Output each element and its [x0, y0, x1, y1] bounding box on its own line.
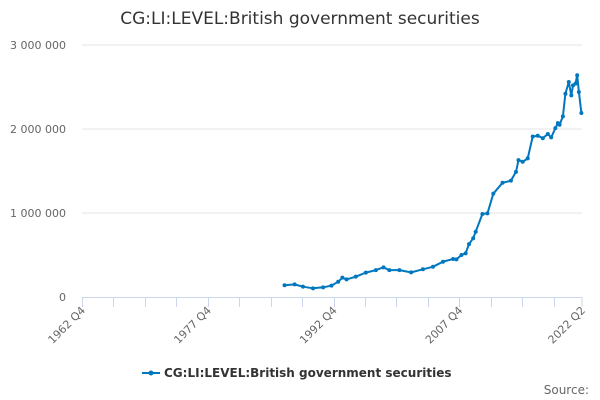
x-axis: 1962 Q4 1977 Q4 1992 Q4 2007 Q4 2022 Q2 — [46, 297, 589, 347]
data-point[interactable] — [553, 126, 558, 131]
data-point[interactable] — [549, 135, 554, 140]
data-point[interactable] — [573, 81, 578, 86]
data-point[interactable] — [311, 286, 316, 291]
data-point[interactable] — [569, 93, 574, 98]
data-point[interactable] — [430, 264, 435, 269]
x-tick-label: 1962 Q4 — [46, 304, 89, 347]
source-label: Source: — [544, 383, 589, 397]
data-point[interactable] — [557, 122, 562, 127]
data-point[interactable] — [420, 267, 425, 272]
data-point[interactable] — [563, 91, 568, 96]
data-point[interactable] — [321, 285, 326, 290]
data-point[interactable] — [451, 257, 456, 262]
data-point[interactable] — [282, 283, 287, 288]
data-point[interactable] — [473, 229, 478, 234]
data-point[interactable] — [336, 279, 341, 284]
data-point[interactable] — [292, 282, 297, 287]
data-point[interactable] — [535, 133, 540, 138]
data-point[interactable] — [459, 253, 464, 257]
data-point[interactable] — [463, 251, 468, 256]
data-point[interactable] — [373, 268, 378, 273]
data-point[interactable] — [363, 270, 368, 275]
data-point[interactable] — [491, 191, 496, 196]
data-point[interactable] — [340, 275, 345, 280]
legend-dot-marker — [148, 370, 154, 376]
data-point[interactable] — [344, 277, 349, 282]
x-tick-label: 1977 Q4 — [171, 304, 214, 347]
y-tick-label: 2 000 000 — [10, 123, 66, 136]
data-point[interactable] — [441, 259, 446, 264]
x-tick-label: 1992 Q4 — [297, 304, 340, 347]
data-point[interactable] — [467, 242, 472, 247]
data-point[interactable] — [353, 274, 358, 279]
series-line — [284, 74, 583, 290]
data-point[interactable] — [575, 73, 580, 78]
data-point[interactable] — [513, 169, 518, 174]
data-point[interactable] — [409, 270, 414, 275]
data-point[interactable] — [329, 283, 334, 288]
data-point[interactable] — [516, 158, 521, 163]
data-point[interactable] — [454, 257, 459, 262]
x-tick-label: 2022 Q2 — [546, 304, 589, 347]
data-point[interactable] — [500, 180, 505, 185]
chart-title: CG:LI:LEVEL:British government securitie… — [120, 9, 480, 29]
data-point[interactable] — [579, 111, 584, 116]
x-tick-label: 2007 Q4 — [423, 304, 466, 347]
data-point[interactable] — [387, 268, 392, 273]
data-point[interactable] — [300, 284, 305, 289]
data-point[interactable] — [381, 265, 386, 270]
y-axis: 0 1 000 000 2 000 000 3 000 000 — [10, 39, 66, 304]
data-point[interactable] — [520, 159, 525, 164]
data-point[interactable] — [576, 90, 581, 95]
data-point[interactable] — [545, 132, 550, 137]
data-point[interactable] — [566, 79, 571, 84]
data-point[interactable] — [480, 212, 485, 217]
data-point[interactable] — [540, 136, 545, 141]
data-point[interactable] — [560, 114, 565, 119]
data-point[interactable] — [397, 268, 402, 273]
series-layer — [282, 73, 584, 291]
data-point[interactable] — [530, 134, 535, 139]
grid-lines — [82, 44, 582, 214]
legend[interactable]: CG:LI:LEVEL:British government securitie… — [142, 366, 451, 380]
legend-label[interactable]: CG:LI:LEVEL:British government securitie… — [164, 366, 451, 380]
y-tick-label: 1 000 000 — [10, 207, 66, 220]
data-point[interactable] — [471, 236, 476, 241]
y-tick-label: 0 — [59, 291, 66, 304]
data-point[interactable] — [508, 178, 513, 183]
y-tick-label: 3 000 000 — [10, 39, 66, 52]
data-point[interactable] — [485, 211, 490, 216]
data-point[interactable] — [525, 156, 530, 161]
